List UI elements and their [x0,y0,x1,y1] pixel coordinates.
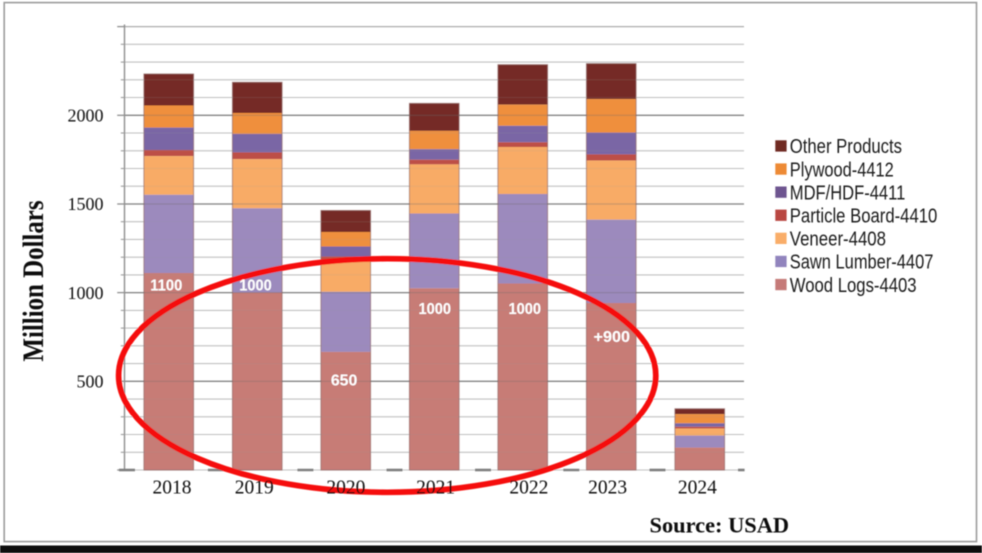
svg-text:2000: 2000 [68,106,104,126]
svg-text:Plywood-4412: Plywood-4412 [790,159,894,181]
svg-text:500: 500 [77,372,104,392]
svg-text:Source: USAD: Source: USAD [650,513,790,538]
svg-text:2023: 2023 [588,478,627,499]
svg-text:+900: +900 [594,329,631,346]
svg-text:1100: 1100 [150,277,182,294]
svg-text:2018: 2018 [153,478,192,499]
svg-text:1000: 1000 [68,283,104,303]
svg-text:2021: 2021 [416,478,455,499]
svg-text:Million Dollars: Million Dollars [17,201,50,362]
svg-text:1500: 1500 [68,194,104,214]
svg-text:650: 650 [331,373,358,390]
svg-text:Other Products: Other Products [790,136,902,158]
svg-text:Wood Logs-4403: Wood Logs-4403 [790,275,917,297]
svg-text:Particle Board-4410: Particle Board-4410 [790,206,938,228]
svg-text:2019: 2019 [235,478,274,499]
svg-text:1000: 1000 [419,301,452,318]
svg-text:2022: 2022 [509,478,548,499]
svg-text:1000: 1000 [239,277,272,294]
svg-text:2024: 2024 [678,478,717,499]
svg-text:Sawn Lumber-4407: Sawn Lumber-4407 [790,252,934,274]
svg-text:MDF/HDF-4411: MDF/HDF-4411 [790,182,906,204]
svg-text:2020: 2020 [326,478,365,499]
svg-text:1000: 1000 [509,301,542,318]
svg-text:Veneer-4408: Veneer-4408 [790,229,886,251]
